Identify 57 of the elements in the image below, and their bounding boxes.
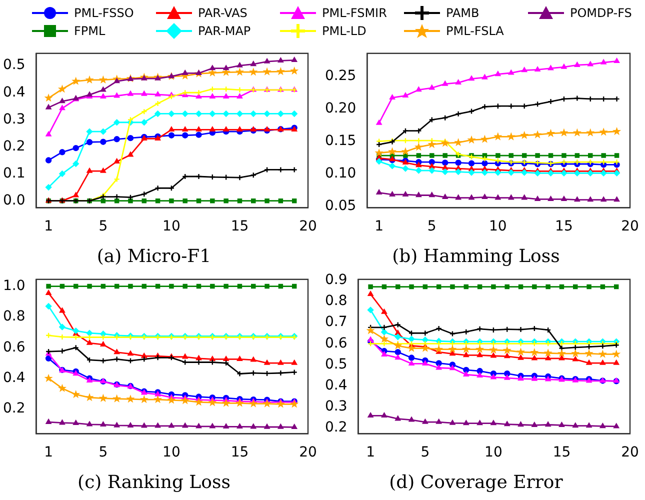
- legend-label: PML-FSSO: [74, 6, 134, 20]
- y-tick-label: 0.8: [325, 293, 348, 310]
- y-tick-label: 0.2: [325, 420, 348, 436]
- legend-label: PML-FSMIR: [322, 6, 387, 20]
- y-tick-label: 0.2: [3, 400, 26, 417]
- x-tick-label: 15: [230, 218, 249, 235]
- x-tick-label: 5: [98, 444, 108, 461]
- y-tick-label: 0.7: [325, 314, 348, 330]
- x-tick-label: 20: [621, 444, 639, 461]
- x-tick-label: 20: [299, 218, 317, 235]
- y-tick-label: 0.05: [325, 198, 356, 214]
- y-tick-label: 0.6: [325, 335, 348, 352]
- text: (c) Ranking Loss: [78, 472, 230, 493]
- x-tick-label: 5: [427, 218, 436, 235]
- legend-label: FPML: [74, 24, 106, 38]
- y-tick-label: 0.4: [325, 377, 348, 394]
- x-tick-label: 15: [230, 444, 249, 461]
- y-tick-label: 0.9: [325, 272, 348, 288]
- y-tick-label: 0.4: [3, 84, 26, 100]
- legend-label: PML-FSLA: [446, 24, 504, 38]
- y-tick-label: 0.3: [3, 111, 26, 128]
- x-tick-label: 1: [44, 218, 54, 235]
- legend-label: PAR-VAS: [198, 6, 248, 20]
- x-tick-label: 15: [555, 218, 573, 235]
- y-tick-label: 0.25: [325, 68, 356, 84]
- x-tick-label: 20: [299, 444, 317, 461]
- x-tick-label: 10: [484, 444, 502, 461]
- x-tick-label: 20: [621, 218, 639, 235]
- x-tick-label: 1: [44, 444, 54, 461]
- y-tick-label: 0.5: [325, 356, 348, 372]
- legend-label: PAMB: [446, 6, 480, 20]
- x-tick-label: 5: [420, 444, 430, 461]
- x-tick-label: 15: [552, 444, 571, 461]
- x-tick-label: 1: [366, 444, 376, 461]
- x-tick-label: 10: [162, 218, 180, 235]
- y-tick-label: 0.8: [3, 308, 26, 325]
- y-tick-label: 0.3: [325, 398, 348, 414]
- legend-label: POMDP-FS: [570, 6, 632, 20]
- text: (d) Coverage Error: [389, 472, 564, 493]
- y-tick-label: 0.4: [3, 370, 26, 386]
- y-tick-label: 0.0: [3, 192, 26, 208]
- legend-label: PML-LD: [322, 24, 366, 38]
- y-tick-label: 0.5: [3, 57, 26, 74]
- legend-label: PAR-MAP: [198, 24, 251, 38]
- text: (a) Micro-F1: [96, 246, 212, 267]
- x-tick-label: 5: [98, 218, 108, 235]
- y-tick-label: 0.1: [3, 165, 26, 182]
- y-tick-label: 0.20: [325, 100, 356, 116]
- y-tick-label: 0.2: [3, 138, 26, 154]
- x-tick-label: 10: [162, 444, 180, 461]
- text: (b) Hamming Loss: [392, 246, 560, 267]
- x-tick-label: 1: [374, 218, 384, 235]
- y-tick-label: 0.15: [325, 132, 356, 149]
- x-tick-label: 10: [489, 218, 507, 235]
- y-tick-label: 1.0: [3, 278, 26, 294]
- y-tick-label: 0.6: [3, 339, 26, 356]
- y-tick-label: 0.10: [325, 165, 356, 182]
